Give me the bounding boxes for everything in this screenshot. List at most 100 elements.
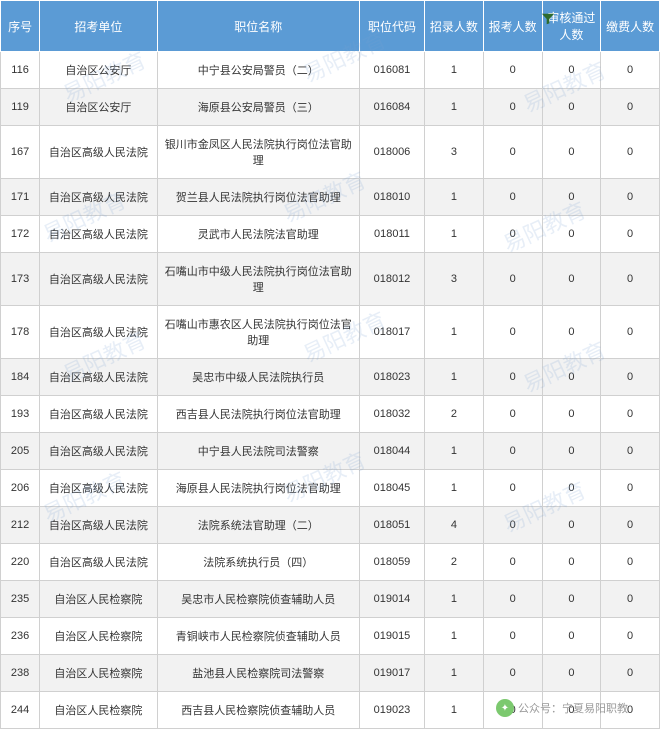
table-cell: 0 [542,216,601,253]
header-apply: 报考人数 [483,1,542,52]
table-cell: 青铜峡市人民检察院侦查辅助人员 [157,618,359,655]
header-code: 职位代码 [359,1,424,52]
table-cell: 018044 [359,433,424,470]
table-cell: 116 [1,52,40,89]
table-cell: 0 [542,89,601,126]
table-cell: 自治区人民检察院 [40,618,157,655]
table-cell: 172 [1,216,40,253]
table-cell: 212 [1,507,40,544]
table-cell: 0 [542,253,601,306]
wechat-icon: ✦ [496,699,514,717]
table-cell: 自治区公安厅 [40,89,157,126]
table-cell: 1 [425,179,484,216]
table-cell: 167 [1,126,40,179]
table-cell: 2 [425,544,484,581]
table-cell: 盐池县人民检察院司法警察 [157,655,359,692]
table-cell: 1 [425,581,484,618]
table-cell: 0 [483,507,542,544]
table-cell: 1 [425,655,484,692]
table-cell: 自治区高级人民法院 [40,179,157,216]
table-cell: 018017 [359,306,424,359]
table-cell: 019015 [359,618,424,655]
table-cell: 0 [601,618,660,655]
table-cell: 0 [601,359,660,396]
table-cell: 0 [483,433,542,470]
table-cell: 自治区人民检察院 [40,655,157,692]
table-cell: 自治区高级人民法院 [40,126,157,179]
footer-name: 宁夏易阳职教 [562,700,628,716]
table-cell: 0 [542,618,601,655]
table-row: 116自治区公安厅中宁县公安局警员（二）0160811000 [1,52,660,89]
table-cell: 0 [601,216,660,253]
table-cell: 0 [483,618,542,655]
table-cell: 1 [425,470,484,507]
table-cell: 3 [425,126,484,179]
table-cell: 019017 [359,655,424,692]
footer-prefix: 公众号： [518,700,562,716]
table-cell: 自治区高级人民法院 [40,507,157,544]
table-row: 235自治区人民检察院吴忠市人民检察院侦查辅助人员0190141000 [1,581,660,618]
table-cell: 0 [601,179,660,216]
table-cell: 184 [1,359,40,396]
table-row: 236自治区人民检察院青铜峡市人民检察院侦查辅助人员0190151000 [1,618,660,655]
table-cell: 1 [425,359,484,396]
table-cell: 0 [601,306,660,359]
table-cell: 0 [483,581,542,618]
table-cell: 自治区高级人民法院 [40,544,157,581]
table-cell: 238 [1,655,40,692]
table-cell: 自治区公安厅 [40,52,157,89]
table-cell: 0 [542,306,601,359]
table-cell: 018032 [359,396,424,433]
table-row: 220自治区高级人民法院法院系统执行员（四）0180592000 [1,544,660,581]
table-cell: 0 [483,396,542,433]
table-cell: 0 [483,52,542,89]
table-cell: 0 [601,126,660,179]
table-cell: 吴忠市人民检察院侦查辅助人员 [157,581,359,618]
table-cell: 0 [601,89,660,126]
header-row: 序号 招考单位 职位名称 职位代码 招录人数 报考人数 审核通过人数 缴费人数 [1,1,660,52]
table-cell: 018011 [359,216,424,253]
table-cell: 0 [483,544,542,581]
table-cell: 3 [425,253,484,306]
table-cell: 0 [601,396,660,433]
table-cell: 0 [483,216,542,253]
table-cell: 0 [483,655,542,692]
table-cell: 1 [425,692,484,729]
table-cell: 018010 [359,179,424,216]
table-cell: 0 [542,655,601,692]
header-unit: 招考单位 [40,1,157,52]
table-cell: 0 [483,89,542,126]
table-cell: 0 [483,306,542,359]
table-cell: 0 [483,253,542,306]
table-cell: 0 [601,52,660,89]
table-cell: 1 [425,306,484,359]
table-row: 184自治区高级人民法院吴忠市中级人民法院执行员0180231000 [1,359,660,396]
table-cell: 0 [483,470,542,507]
table-cell: 0 [601,253,660,306]
table-cell: 018051 [359,507,424,544]
table-cell: 1 [425,216,484,253]
header-seq: 序号 [1,1,40,52]
table-cell: 018045 [359,470,424,507]
table-cell: 235 [1,581,40,618]
header-recruit: 招录人数 [425,1,484,52]
table-cell: 银川市金凤区人民法院执行岗位法官助理 [157,126,359,179]
table-cell: 石嘴山市惠农区人民法院执行岗位法官助理 [157,306,359,359]
table-row: 193自治区高级人民法院西吉县人民法院执行岗位法官助理0180322000 [1,396,660,433]
table-cell: 0 [601,544,660,581]
table-cell: 193 [1,396,40,433]
table-cell: 016081 [359,52,424,89]
table-cell: 016084 [359,89,424,126]
table-cell: 0 [542,179,601,216]
table-cell: 自治区高级人民法院 [40,216,157,253]
table-cell: 西吉县人民检察院侦查辅助人员 [157,692,359,729]
table-cell: 0 [542,507,601,544]
table-cell: 0 [601,581,660,618]
table-cell: 0 [542,470,601,507]
table-cell: 自治区高级人民法院 [40,359,157,396]
table-cell: 119 [1,89,40,126]
table-cell: 0 [542,433,601,470]
table-cell: 171 [1,179,40,216]
table-row: 172自治区高级人民法院灵武市人民法院法官助理0180111000 [1,216,660,253]
table-cell: 自治区高级人民法院 [40,306,157,359]
